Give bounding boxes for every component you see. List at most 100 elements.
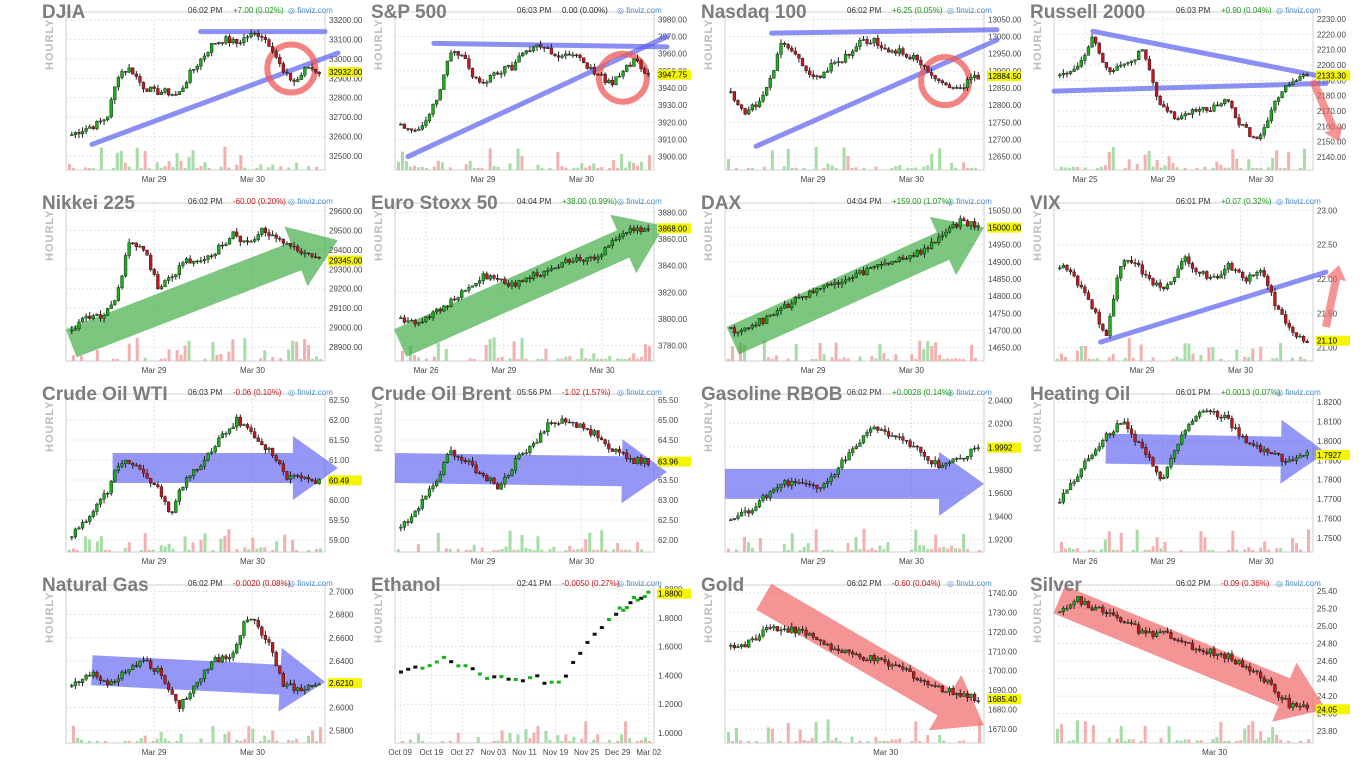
volume-bar (556, 358, 560, 361)
candle (1176, 265, 1180, 278)
volume-bar (862, 528, 866, 552)
candle (503, 473, 507, 488)
x-tick-label: Mar 02 (636, 748, 661, 757)
candle (253, 236, 257, 244)
volume-bar (1259, 346, 1263, 361)
volume-bar (440, 162, 444, 170)
candle (861, 656, 866, 662)
candle (876, 263, 880, 270)
candle (1086, 45, 1091, 56)
y-tick-label: 1690.00 (988, 686, 1017, 695)
volume-bar (624, 167, 628, 170)
volume-bar (918, 545, 922, 552)
trend-arrow-overlay (1309, 78, 1343, 142)
volume-bar (211, 342, 215, 361)
y-tick-label: 22.00 (1317, 275, 1338, 284)
volume-bar (203, 533, 207, 552)
volume-bar (1239, 167, 1243, 170)
candle (962, 457, 966, 462)
candle (166, 501, 171, 513)
last-price-label: 1.8800 (658, 590, 683, 599)
y-tick-label: 28900.00 (329, 343, 363, 352)
candle (478, 276, 482, 287)
candle (1255, 136, 1259, 140)
y-tick-label: 1.9400 (988, 512, 1013, 521)
candle (1162, 286, 1166, 292)
candle (274, 650, 278, 667)
candle (235, 414, 239, 431)
candle (73, 325, 78, 331)
candle (1101, 604, 1105, 616)
candle (786, 626, 790, 633)
candle (1144, 49, 1148, 62)
candle (929, 68, 934, 79)
chart-svg: 2.04002.02002.00001.98001.96001.94001.92… (724, 393, 1021, 566)
candle (625, 64, 629, 73)
last-price-tag (328, 475, 362, 486)
candle (116, 462, 121, 474)
candle (1097, 309, 1101, 329)
candle (646, 458, 650, 467)
candle (560, 415, 564, 424)
volume-bar (1251, 348, 1255, 361)
volume-bar (810, 358, 814, 361)
candle (156, 665, 160, 674)
volume-bar (119, 150, 123, 170)
volume-bar (742, 536, 746, 552)
volume-bar (1195, 740, 1199, 743)
finviz-brand-label: ◎ finviz.com (617, 579, 662, 588)
volume-bar (440, 740, 444, 743)
volume-bar (1275, 150, 1279, 170)
candle (761, 626, 765, 639)
candle (306, 252, 311, 256)
candle (184, 475, 189, 491)
volume-bar (488, 338, 492, 361)
volume-bar (1075, 350, 1079, 361)
candle (1122, 63, 1126, 68)
candle (628, 62, 632, 68)
volume-bar (263, 350, 267, 361)
volume-bar (1131, 549, 1135, 552)
candle (851, 48, 855, 59)
volume-bar (830, 740, 834, 743)
candle (912, 52, 916, 62)
volume-bar (822, 550, 826, 552)
candle (879, 41, 884, 52)
volume-bar (1275, 548, 1279, 552)
candle (1298, 333, 1302, 338)
y-tick-label: 2.0200 (988, 420, 1013, 429)
x-tick-label: Mar 30 (899, 366, 924, 375)
volume-bar (1155, 537, 1159, 552)
candle (1147, 55, 1152, 71)
candle (73, 131, 78, 139)
chart-title: Crude Oil WTI (42, 384, 168, 405)
candle (1065, 489, 1069, 494)
candle (188, 68, 192, 85)
candle (919, 446, 923, 457)
candle (747, 508, 751, 518)
chart-title: DAX (701, 193, 742, 214)
candle (578, 423, 582, 428)
candle (181, 260, 185, 269)
volume-bar (636, 542, 640, 552)
volume-bar (938, 354, 942, 361)
volume-bar (211, 549, 215, 552)
candle (768, 314, 772, 318)
volume-bar (227, 167, 231, 170)
trend-arrow-overlay (1105, 419, 1326, 484)
volume-bar (275, 740, 279, 743)
candle (288, 471, 293, 484)
candle (642, 227, 647, 233)
volume-bar (727, 158, 730, 170)
candle (1176, 116, 1180, 121)
volume-bar (814, 722, 818, 743)
candle (199, 57, 203, 71)
candle (470, 456, 475, 468)
volume-bar (115, 359, 119, 361)
candle (134, 242, 138, 251)
candle (159, 284, 164, 291)
candle (610, 76, 614, 88)
volume-bar (954, 548, 958, 552)
candle (506, 280, 511, 288)
finviz-brand-label: ◎ finviz.com (947, 388, 992, 397)
